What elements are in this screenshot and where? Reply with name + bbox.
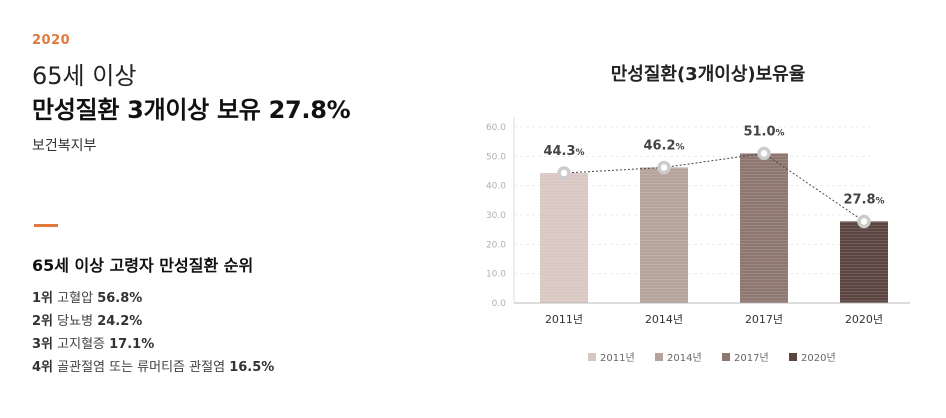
- ranking-item: 3위 고지혈증 17.1%: [32, 333, 274, 356]
- trend-line: [563, 152, 865, 222]
- ranking-name: 당뇨병: [57, 314, 94, 329]
- ranking-item: 4위 골관절염 또는 류머티즘 관절염 16.5%: [32, 356, 274, 379]
- y-tick-label: 50.0: [486, 152, 506, 162]
- ranking-rank: 1위: [32, 291, 54, 306]
- accent-divider: [34, 224, 58, 227]
- legend-swatch: [655, 353, 663, 361]
- bar-texture: [540, 173, 588, 303]
- legend-label: 2014년: [667, 352, 702, 364]
- legend-label: 2011년: [600, 352, 635, 364]
- y-tick-label: 10.0: [486, 270, 506, 280]
- x-tick-label: 2011년: [545, 313, 583, 326]
- y-tick-label: 30.0: [486, 211, 506, 221]
- ranking-name: 고지혈증: [57, 337, 105, 352]
- x-tick-label: 2017년: [745, 313, 783, 326]
- data-label: 51.0%: [743, 124, 784, 139]
- ranking-rank: 4위: [32, 360, 54, 375]
- ranking-value: 17.1%: [109, 337, 155, 352]
- legend-swatch: [789, 353, 797, 361]
- ranking-value: 16.5%: [229, 360, 275, 375]
- ranking-title: 65세 이상 고령자 만성질환 순위: [32, 256, 254, 275]
- source-label: 보건복지부: [32, 138, 97, 154]
- chart-title: 만성질환(3개이상)보유율: [610, 64, 806, 85]
- year-label: 2020: [32, 33, 71, 48]
- headline: 만성질환 3개이상 보유 27.8%: [32, 96, 351, 124]
- bar-texture: [640, 167, 688, 303]
- ranking-value: 56.8%: [97, 291, 143, 306]
- ranking-value: 24.2%: [97, 314, 143, 329]
- data-label: 27.8%: [843, 192, 884, 207]
- ranking-item: 1위 고혈압 56.8%: [32, 287, 274, 310]
- data-label: 44.3%: [543, 144, 584, 159]
- data-point-marker: [757, 146, 771, 161]
- ranking-name: 골관절염 또는 류머티즘 관절염: [57, 360, 226, 375]
- data-point-marker: [657, 160, 671, 175]
- y-tick-label: 40.0: [486, 182, 506, 192]
- y-tick-label: 20.0: [486, 240, 506, 250]
- data-point-marker: [557, 166, 571, 180]
- bar-chart: 0.0 10.0 20.0 30.0 40.0 50.0 60.0 44.3% 46.2% 51…: [486, 117, 910, 364]
- bar-texture: [840, 221, 888, 303]
- bar-texture: [740, 153, 788, 303]
- ranking-name: 고혈압: [57, 291, 94, 306]
- data-point-marker: [857, 214, 871, 229]
- ranking-rank: 2위: [32, 314, 54, 329]
- ranking-list: 1위 고혈압 56.8% 2위 당뇨병 24.2% 3위 고지혈증 17.1% …: [32, 287, 274, 379]
- info-panel: 2020 65세 이상 만성질환 3개이상 보유 27.8% 보건복지부 65세…: [32, 0, 452, 418]
- x-tick-label: 2014년: [645, 313, 683, 326]
- subtitle: 65세 이상: [32, 62, 137, 90]
- data-label: 46.2%: [643, 138, 684, 153]
- y-tick-label: 60.0: [486, 123, 506, 133]
- legend-label: 2020년: [801, 352, 836, 364]
- legend-label: 2017년: [734, 352, 769, 364]
- ranking-rank: 3위: [32, 337, 54, 352]
- ranking-item: 2위 당뇨병 24.2%: [32, 310, 274, 333]
- legend-swatch: [722, 353, 730, 361]
- legend-swatch: [588, 353, 596, 361]
- x-tick-label: 2020년: [845, 313, 883, 326]
- y-tick-label: 0.0: [492, 299, 507, 309]
